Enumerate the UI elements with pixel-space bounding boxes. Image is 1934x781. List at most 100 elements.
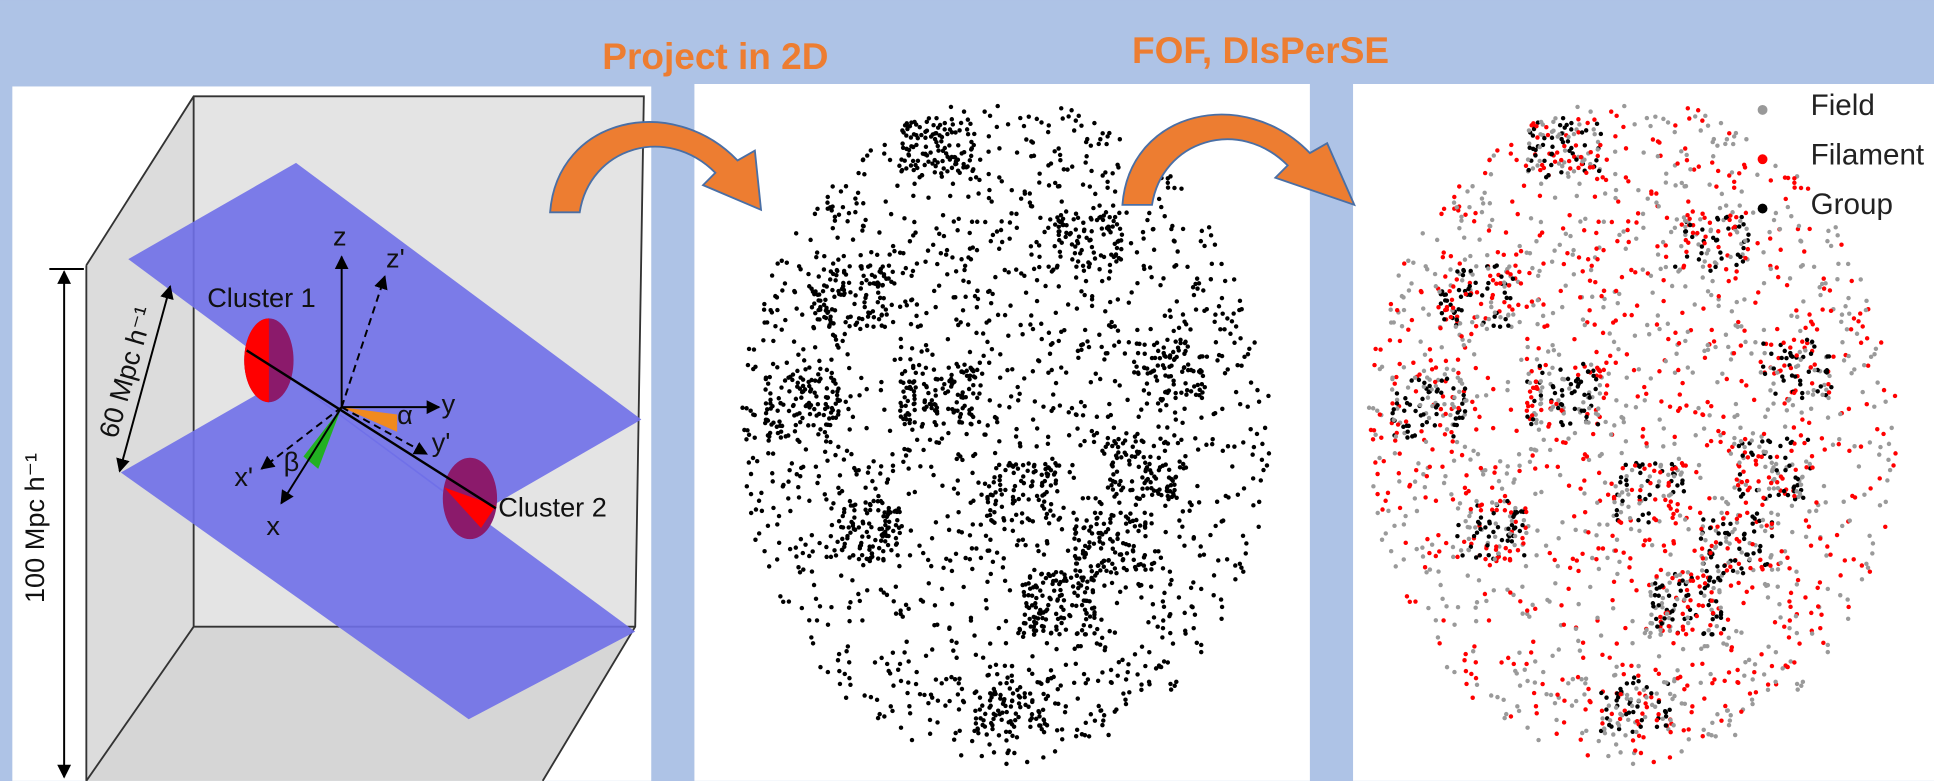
point (860, 228, 864, 232)
point (1174, 496, 1178, 500)
point (1797, 224, 1801, 228)
point (1717, 294, 1721, 298)
point (1796, 477, 1800, 481)
point (1047, 123, 1051, 127)
point (746, 363, 750, 367)
point (1455, 277, 1459, 281)
point (1070, 164, 1074, 168)
point (1807, 227, 1811, 231)
point (1525, 725, 1529, 729)
point (1117, 256, 1121, 260)
axis-label: z' (386, 243, 405, 274)
point (1210, 262, 1214, 266)
point (989, 301, 993, 305)
point (1142, 481, 1146, 485)
point (1003, 664, 1007, 668)
point (1220, 605, 1224, 609)
point (1145, 218, 1149, 222)
point (814, 597, 818, 601)
point (833, 453, 837, 457)
point (1438, 583, 1442, 587)
point (1757, 488, 1761, 492)
point (1165, 484, 1169, 488)
point (1600, 716, 1604, 720)
point (1590, 556, 1594, 560)
point (1577, 182, 1581, 186)
point (1812, 265, 1816, 269)
point (1539, 182, 1543, 186)
point (1442, 207, 1446, 211)
point (1251, 476, 1255, 480)
point (1849, 371, 1853, 375)
point (1069, 108, 1073, 112)
point (906, 399, 910, 403)
point (992, 510, 996, 514)
point (1067, 433, 1071, 437)
point (824, 555, 828, 559)
point (1801, 680, 1805, 684)
point (1441, 250, 1445, 254)
point (777, 541, 781, 545)
point (1519, 281, 1523, 285)
point (1766, 644, 1770, 648)
point (1199, 643, 1203, 647)
point (1575, 105, 1579, 109)
point (1734, 263, 1738, 267)
point (1762, 281, 1766, 285)
point (831, 321, 835, 325)
point (1739, 439, 1743, 443)
point (1475, 683, 1479, 687)
point (1719, 256, 1723, 260)
point (1689, 710, 1693, 714)
point (1716, 429, 1720, 433)
point (1668, 552, 1672, 556)
point (1592, 322, 1596, 326)
point (962, 150, 966, 154)
point (1089, 217, 1093, 221)
point (1463, 213, 1467, 217)
point (1487, 228, 1491, 232)
point (1596, 422, 1600, 426)
point (1735, 517, 1739, 521)
point (1883, 525, 1887, 529)
point (933, 403, 937, 407)
point (1099, 617, 1103, 621)
point (1624, 175, 1628, 179)
point (848, 600, 852, 604)
point (1622, 672, 1626, 676)
point (1726, 708, 1730, 712)
point (1737, 487, 1741, 491)
point (1423, 495, 1427, 499)
point (1139, 407, 1143, 411)
point (972, 374, 976, 378)
point (1673, 226, 1677, 230)
point (1770, 567, 1774, 571)
point (915, 302, 919, 306)
point (1666, 120, 1670, 124)
point (1622, 420, 1626, 424)
point (807, 284, 811, 288)
point (957, 707, 961, 711)
point (998, 375, 1002, 379)
point (946, 431, 950, 435)
point (844, 272, 848, 276)
point (954, 656, 958, 660)
point (1755, 241, 1759, 245)
point (1161, 276, 1165, 280)
point (1773, 620, 1777, 624)
point (909, 387, 913, 391)
point (1171, 379, 1175, 383)
point (1735, 668, 1739, 672)
point (1669, 499, 1673, 503)
point (1553, 558, 1557, 562)
point (1708, 229, 1712, 233)
point (1893, 451, 1897, 455)
point (939, 681, 943, 685)
point (887, 520, 891, 524)
point (1004, 619, 1008, 623)
point (1180, 421, 1184, 425)
point (1157, 456, 1161, 460)
point (1375, 472, 1379, 476)
point (1686, 570, 1690, 574)
point (1434, 405, 1438, 409)
